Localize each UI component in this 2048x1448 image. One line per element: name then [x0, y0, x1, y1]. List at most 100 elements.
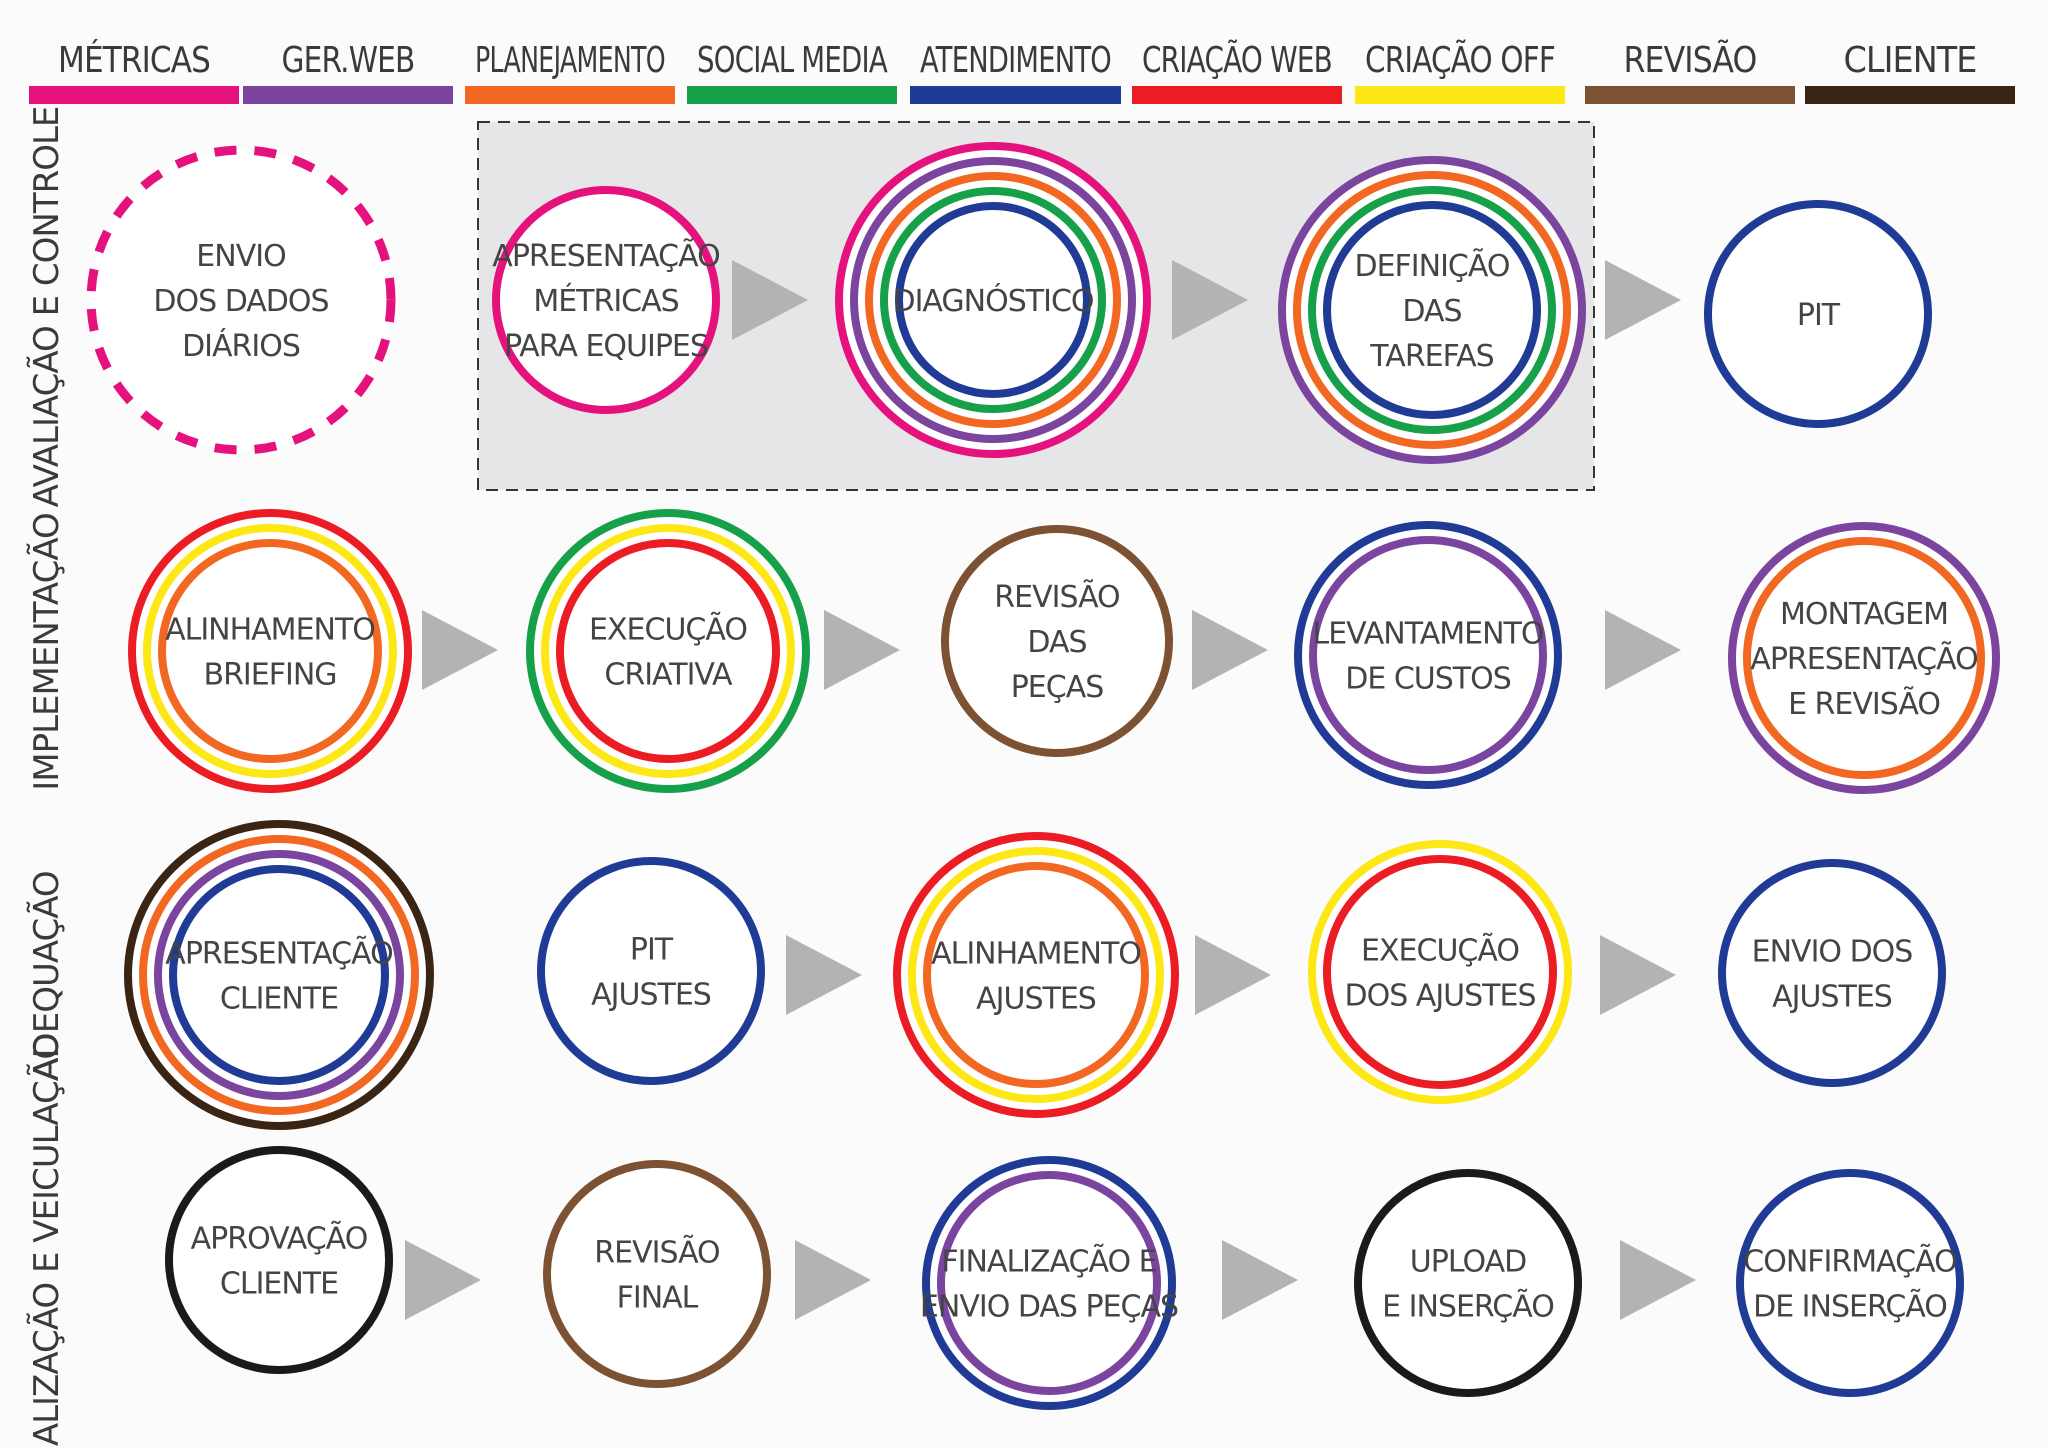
step-node: APROVAÇÃO CLIENTE: [165, 1146, 393, 1374]
stage-label-adequa-o: ADEQUAÇÃO: [27, 871, 67, 1080]
flow-arrow-icon: [422, 610, 498, 690]
step-label: EXECUÇÃO: [1361, 933, 1519, 969]
step-ring: [1704, 200, 1932, 428]
legend-label-ger-web: GER.WEB: [282, 40, 415, 81]
stage-label-implementa-o: IMPLEMENTAÇÃO: [27, 513, 67, 791]
step-label: APRESENTAÇÃO: [165, 936, 392, 972]
step-label: DAS: [1402, 294, 1461, 329]
step-ring: [492, 186, 720, 414]
step-node: APRESENTAÇÃO CLIENTE: [124, 820, 434, 1130]
flow-arrow-icon: [795, 1240, 871, 1320]
step-ring: [169, 865, 389, 1085]
step-node-fill: [169, 1150, 389, 1370]
stage-label-avalia-o-e-controle: AVALIAÇÃO E CONTROLE: [27, 107, 67, 508]
legend-color-bar-cria-o-web: [1132, 86, 1342, 104]
flow-arrow-icon: [1600, 935, 1676, 1015]
step-node-fill: [945, 529, 1169, 753]
legend-color-bar-cliente: [1805, 86, 2015, 104]
step-node: ALINHAMENTO AJUSTES: [893, 832, 1179, 1118]
step-ring: [1323, 855, 1557, 1089]
legend-label-cria-o-off: CRIAÇÃO OFF: [1365, 39, 1555, 81]
step-ring: [1354, 1169, 1582, 1397]
step-ring: [865, 172, 1121, 428]
step-node: EXECUÇÃO DOS AJUSTES: [1308, 840, 1572, 1104]
flow-arrows: [405, 260, 1696, 1320]
step-node: LEVANTAMENTO DE CUSTOS: [1294, 521, 1562, 789]
step-label: DIAGNÓSTICO: [892, 282, 1093, 319]
legend-label-m-tricas: MÉTRICAS: [58, 39, 210, 81]
step-node-fill: [547, 1164, 767, 1384]
step-label: FINALIZAÇÃO E: [941, 1244, 1156, 1280]
step-ring: [880, 187, 1106, 413]
step-label: ENVIO DAS PEÇAS: [920, 1290, 1178, 1325]
step-node-fill: [530, 513, 806, 789]
step-label: E INSERÇÃO: [1382, 1289, 1554, 1325]
step-node: FINALIZAÇÃO E ENVIO DAS PEÇAS: [920, 1156, 1179, 1410]
legend-label-cria-o-web: CRIAÇÃO WEB: [1142, 39, 1332, 81]
step-label: CRIATIVA: [604, 658, 733, 693]
step-node: ALINHAMENTO BRIEFING: [128, 509, 412, 793]
step-node-fill: [496, 190, 716, 410]
legend-color-bar-planejamento: [465, 86, 675, 104]
step-node: PIT AJUSTES: [537, 857, 765, 1085]
legend-color-bar-cria-o-off: [1355, 86, 1565, 104]
step-ring: [158, 539, 382, 763]
step-ring: [526, 509, 810, 793]
step-label: REVISÃO: [994, 579, 1119, 615]
step-ring: [941, 525, 1173, 757]
step-ring: [556, 539, 780, 763]
legend-color-bar-atendimento: [910, 86, 1121, 104]
step-ring: [543, 1160, 771, 1388]
step-ring: [893, 832, 1179, 1118]
step-ring: [923, 862, 1149, 1088]
step-node-fill: [91, 150, 391, 450]
step-label: BRIEFING: [203, 658, 336, 693]
step-ring: [1294, 521, 1562, 789]
step-ring: [541, 524, 795, 778]
stage-labels: AVALIAÇÃO E CONTROLE IMPLEMENTAÇÃO ADEQUAÇ…: [27, 107, 67, 1448]
step-node-fill: [1708, 204, 1928, 424]
team-legend: MÉTRICAS GER.WEB PLANEJAMENTO SOCIAL MEDIA A…: [29, 39, 2015, 104]
step-label: APROVAÇÃO: [191, 1221, 368, 1257]
flow-arrow-icon: [1605, 610, 1681, 690]
step-label: ENVIO: [196, 239, 285, 274]
step-label: DEFINIÇÃO: [1354, 248, 1509, 284]
flow-arrow-icon: [732, 260, 808, 340]
legend-color-bar-social-media: [687, 86, 897, 104]
step-ring: [139, 835, 419, 1115]
legend-color-bar-revis-o: [1585, 86, 1795, 104]
flow-arrow-icon: [1192, 610, 1268, 690]
step-ring: [835, 142, 1151, 458]
step-ring: [850, 157, 1136, 443]
step-ring: [895, 202, 1091, 398]
step-label: DOS AJUSTES: [1345, 979, 1536, 1014]
step-ring: [124, 820, 434, 1130]
flow-arrow-icon: [1222, 1240, 1298, 1320]
step-label: CLIENTE: [220, 982, 338, 1017]
legend-label-atendimento: ATENDIMENTO: [920, 40, 1111, 81]
step-node-fill: [1298, 525, 1558, 785]
step-node-fill: [541, 861, 761, 1081]
step-node: APRESENTAÇÃO MÉTRICAS PARA EQUIPES: [492, 186, 721, 414]
step-node-fill: [1732, 526, 1996, 790]
step-ring: [1323, 201, 1541, 419]
legend-label-cliente: CLIENTE: [1844, 40, 1977, 81]
step-label: ENVIO DOS: [1752, 935, 1913, 970]
flow-arrow-icon: [786, 935, 862, 1015]
step-ring: [1308, 840, 1572, 1104]
step-node: PIT: [1704, 200, 1932, 428]
stage-label-finaliza-o-e-veicula-o: FINALIZAÇÃO E VEICULAÇÃO: [27, 1034, 67, 1448]
flow-arrow-icon: [824, 610, 900, 690]
step-label: REVISÃO: [594, 1235, 719, 1271]
step-label: DE INSERÇÃO: [1753, 1289, 1947, 1325]
step-ring: [922, 1156, 1176, 1410]
step-label: TAREFAS: [1369, 339, 1493, 374]
step-label: APRESENTAÇÃO: [492, 238, 719, 274]
step-ring: [1743, 537, 1985, 779]
step-label: UPLOAD: [1410, 1245, 1526, 1280]
step-node: EXECUÇÃO CRIATIVA: [526, 509, 810, 793]
step-ring: [86, 145, 396, 455]
step-ring: [143, 524, 397, 778]
step-label: CLIENTE: [220, 1267, 338, 1302]
step-label: AJUSTES: [1772, 980, 1892, 1015]
